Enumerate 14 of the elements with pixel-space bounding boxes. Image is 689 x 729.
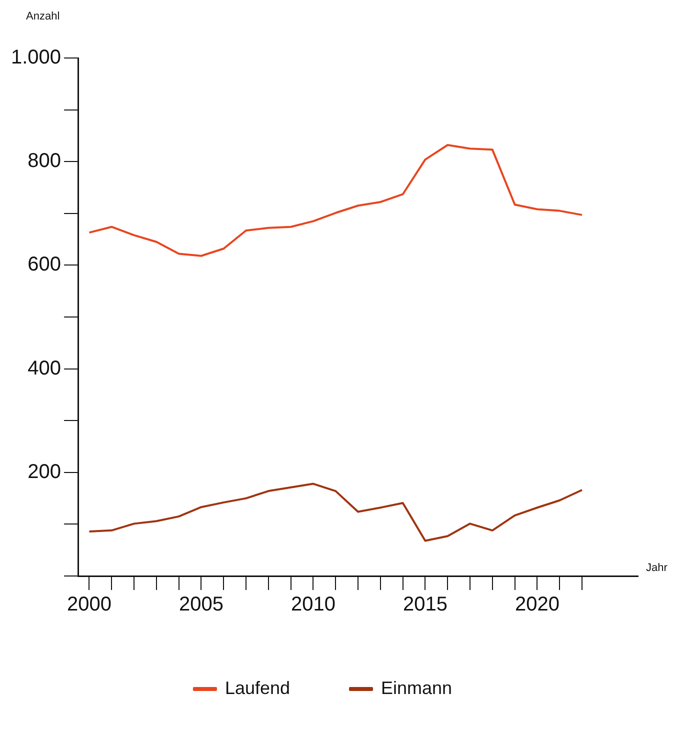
y-tick-label: 800	[28, 150, 62, 172]
legend-label: Einmann	[381, 678, 452, 698]
x-tick-label: 2005	[178, 594, 224, 616]
y-tick-label: 600	[28, 254, 62, 276]
x-tick-label: 2020	[514, 594, 560, 616]
x-tick-label: 2010	[290, 594, 336, 616]
x-axis-title: Jahr	[646, 562, 668, 574]
y-axis-title: Anzahl	[26, 10, 60, 23]
x-tick-label: 2015	[402, 594, 448, 616]
y-tick-label: 200	[28, 460, 62, 483]
x-tick-label: 2000	[67, 594, 112, 616]
y-tick-label: 1.000	[10, 46, 62, 69]
y-tick-label: 400	[28, 357, 62, 380]
legend-label: Laufend	[224, 678, 290, 698]
